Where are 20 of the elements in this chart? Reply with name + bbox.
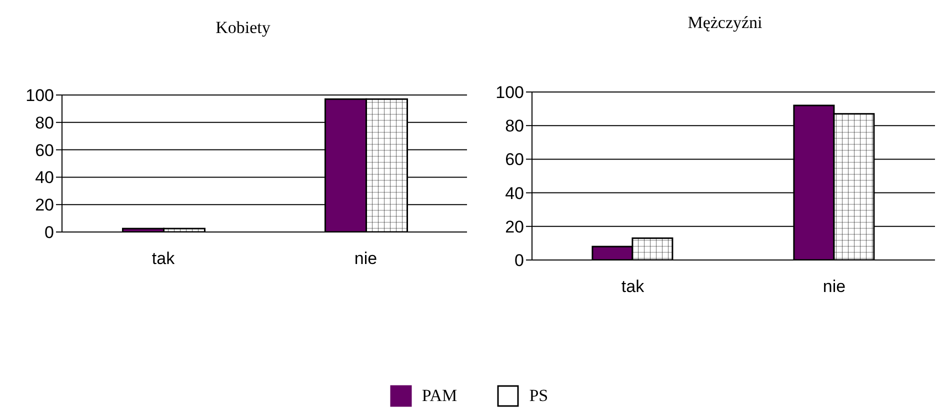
chart-title: Kobiety (214, 18, 272, 38)
y-tick-label: 100 (496, 83, 524, 102)
y-tick-label: 20 (505, 217, 524, 236)
y-tick-label: 80 (35, 113, 54, 132)
x-tick-label: tak (621, 277, 645, 296)
y-tick-label: 20 (35, 196, 54, 215)
y-tick-label: 40 (505, 184, 524, 203)
x-tick-label: nie (354, 249, 378, 268)
y-tick-label: 100 (26, 86, 54, 106)
y-tick-label: 0 (514, 251, 524, 270)
legend-label: PS (529, 386, 548, 406)
y-tick-label: 0 (44, 223, 54, 242)
y-tick-label: 40 (35, 168, 54, 188)
x-tick-label: nie (822, 277, 846, 296)
chart-title: Mężczyźni (686, 13, 764, 33)
y-tick-label: 60 (35, 140, 54, 160)
y-tick-label: 60 (505, 150, 524, 170)
y-tick-label: 80 (505, 116, 524, 136)
legend-label: PAM (422, 386, 458, 406)
x-tick-label: tak (152, 249, 176, 268)
